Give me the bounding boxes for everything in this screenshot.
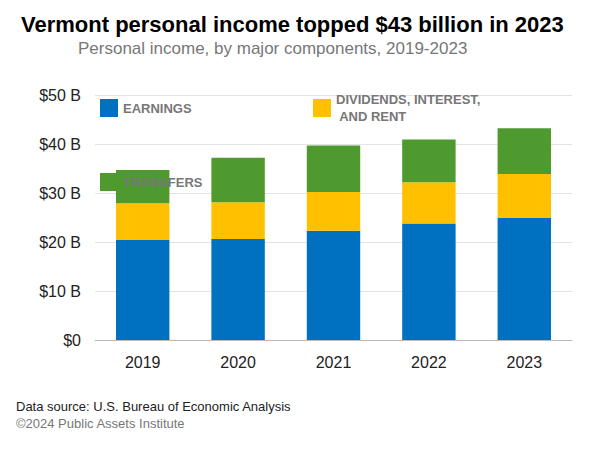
svg-text:$10 B: $10 B — [39, 283, 81, 300]
svg-text:$0: $0 — [63, 332, 81, 349]
svg-text:2020: 2020 — [220, 354, 256, 371]
svg-text:$50 B: $50 B — [39, 87, 81, 104]
svg-text:$30 B: $30 B — [39, 185, 81, 202]
svg-text:Data source: U.S. Bureau of Ec: Data source: U.S. Bureau of Economic Ana… — [16, 399, 291, 414]
svg-text:EARNINGS: EARNINGS — [123, 101, 192, 116]
svg-text:Vermont personal income topped: Vermont personal income topped $43 billi… — [21, 12, 564, 37]
svg-text:2021: 2021 — [316, 354, 352, 371]
svg-text:2022: 2022 — [411, 354, 447, 371]
svg-text:DIVIDENDS, INTEREST,: DIVIDENDS, INTEREST, — [336, 92, 480, 107]
svg-text:2019: 2019 — [125, 354, 161, 371]
svg-text:2023: 2023 — [507, 354, 543, 371]
svg-text:TRANSFERS: TRANSFERS — [123, 175, 203, 190]
svg-text:AND RENT: AND RENT — [336, 109, 406, 124]
svg-text:$40 B: $40 B — [39, 136, 81, 153]
svg-text:$20 B: $20 B — [39, 234, 81, 251]
svg-text:©2024 Public Assets Institute: ©2024 Public Assets Institute — [16, 416, 185, 431]
svg-text:Personal income, by major comp: Personal income, by major components, 20… — [78, 39, 467, 58]
